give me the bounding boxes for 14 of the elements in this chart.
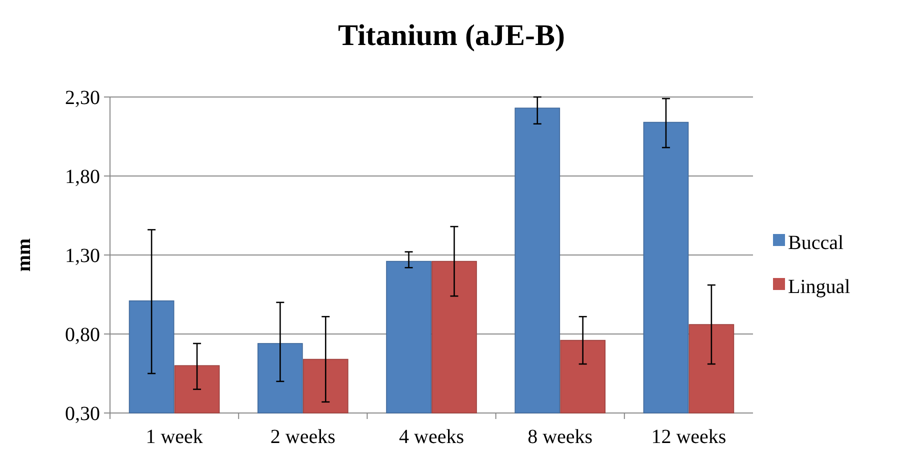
legend-label: Buccal: [788, 232, 844, 254]
y-tick-label: 2,30: [65, 87, 100, 109]
y-tick-label: 1,30: [65, 245, 100, 267]
x-tick-label: 1 week: [146, 426, 203, 448]
x-tick-label: 12 weeks: [651, 426, 726, 448]
y-axis-title: mm: [13, 238, 35, 272]
chart-title: Titanium (aJE-B): [338, 19, 565, 52]
y-tick-label: 0,80: [65, 324, 100, 346]
x-tick-label: 8 weeks: [528, 426, 593, 448]
x-tick-label: 4 weeks: [399, 426, 464, 448]
x-tick-label: 2 weeks: [270, 426, 336, 448]
y-tick-label: 0,30: [65, 403, 100, 425]
y-tick-label: 1,80: [65, 166, 100, 188]
legend-label: Lingual: [788, 276, 851, 298]
